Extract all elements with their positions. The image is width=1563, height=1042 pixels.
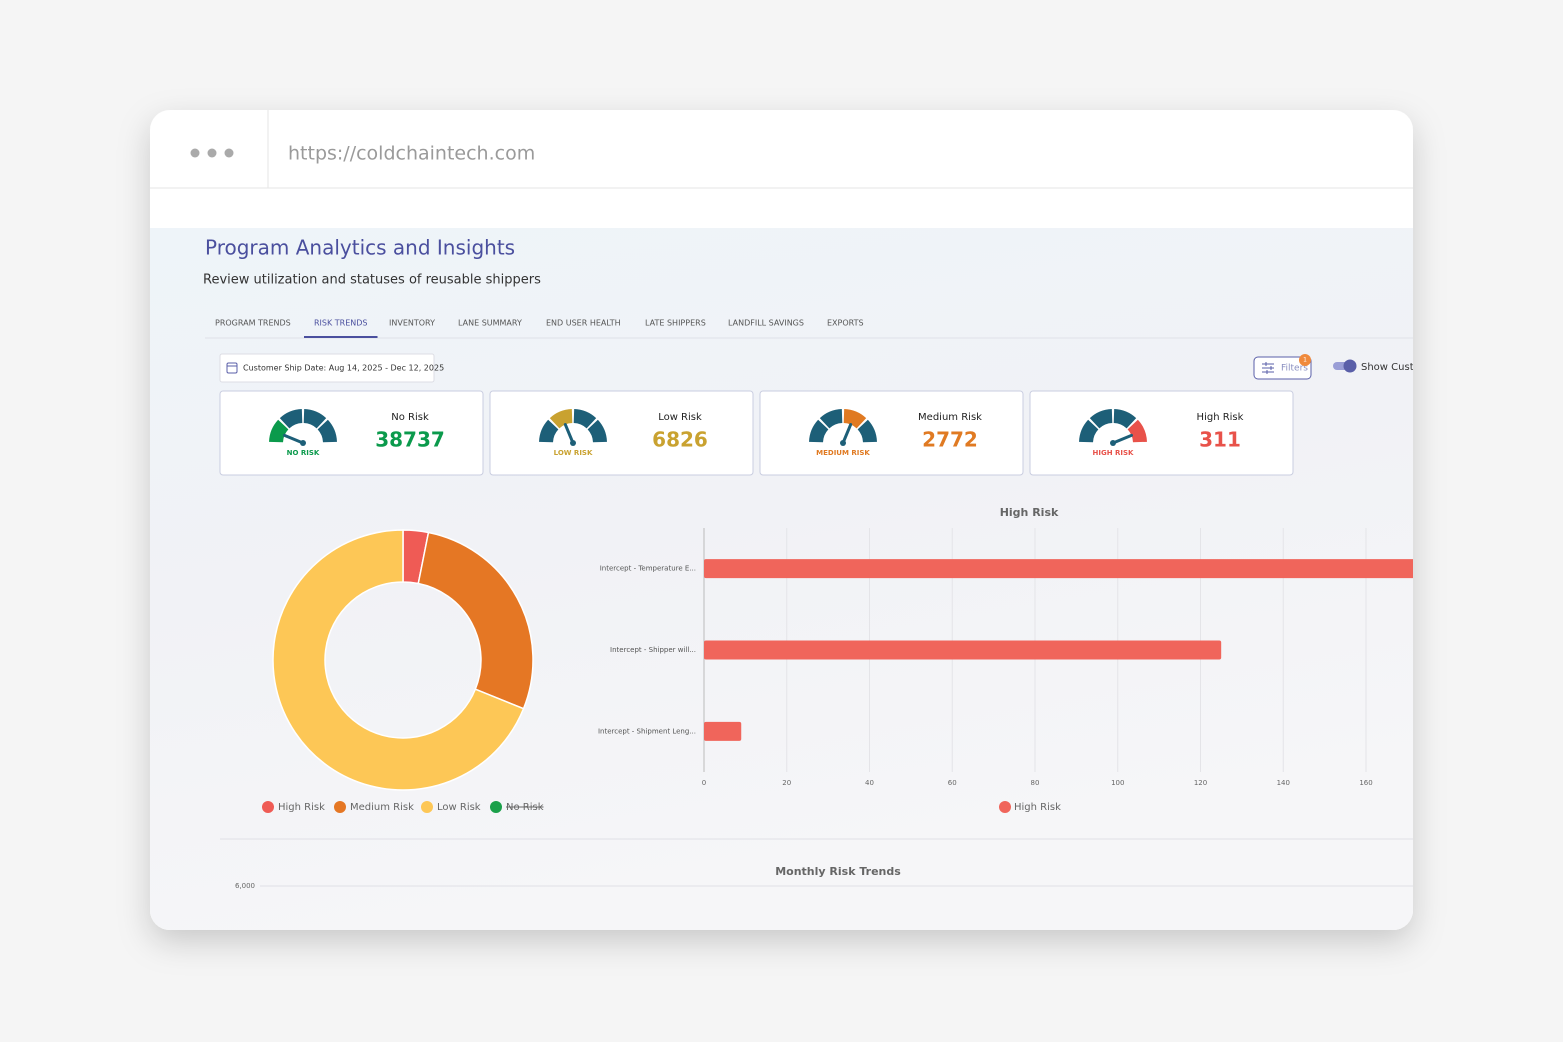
filters-button[interactable] bbox=[1253, 356, 1312, 380]
gauge-segment bbox=[843, 409, 867, 429]
gauge-label: LOW RISK bbox=[554, 449, 593, 457]
tab[interactable]: RISK TRENDS bbox=[314, 319, 368, 328]
filters-icon bbox=[1262, 362, 1274, 374]
y-tick-label: Intercept - Shipper will... bbox=[610, 646, 696, 654]
risk-card bbox=[759, 390, 1024, 476]
gauge-hub bbox=[300, 440, 306, 446]
y-tick-label: Intercept - Temperature E... bbox=[600, 565, 696, 573]
gauge-hub bbox=[840, 440, 846, 446]
legend-swatch[interactable] bbox=[262, 801, 274, 813]
x-tick-label: 40 bbox=[865, 779, 874, 787]
gauge-segment bbox=[587, 419, 607, 443]
donut-slice bbox=[417, 531, 534, 710]
gauge-needle bbox=[1111, 433, 1133, 445]
legend-swatch[interactable] bbox=[334, 801, 346, 813]
gauge-segment bbox=[1089, 409, 1113, 429]
window-dot bbox=[224, 148, 234, 158]
gauge-segment bbox=[1113, 409, 1137, 429]
x-tick-label: 160 bbox=[1359, 779, 1372, 787]
chart-title: High Risk bbox=[1000, 506, 1059, 519]
donut-slice bbox=[272, 529, 525, 791]
card-value: 311 bbox=[1199, 428, 1241, 452]
bar bbox=[704, 640, 1222, 660]
x-tick-label: 0 bbox=[702, 779, 706, 787]
y-tick-label: 6,000 bbox=[235, 882, 255, 890]
legend-swatch[interactable] bbox=[999, 801, 1011, 813]
legend-swatch[interactable] bbox=[490, 801, 502, 813]
active-tab-indicator bbox=[304, 336, 378, 338]
gauge-segment bbox=[539, 419, 559, 443]
filter-badge bbox=[1299, 354, 1311, 366]
window-dot bbox=[190, 148, 200, 158]
gauge-label: HIGH RISK bbox=[1093, 449, 1135, 457]
date-range: Customer Ship Date: Aug 14, 2025 - Dec 1… bbox=[243, 364, 444, 373]
tab[interactable]: EXPORTS bbox=[827, 319, 864, 328]
card-value: 6826 bbox=[652, 428, 708, 452]
legend-label[interactable]: Medium Risk bbox=[350, 802, 414, 813]
gauge-segment bbox=[317, 419, 337, 443]
x-tick-label: 80 bbox=[1031, 779, 1040, 787]
toggle-label: Show Custo bbox=[1361, 362, 1420, 373]
risk-card bbox=[1029, 390, 1294, 476]
legend-label[interactable]: High Risk bbox=[1014, 802, 1061, 813]
tab[interactable]: LANDFILL SAVINGS bbox=[728, 319, 804, 328]
gauge-segment bbox=[279, 409, 303, 429]
tab[interactable]: END USER HEALTH bbox=[546, 319, 621, 328]
card-value: 38737 bbox=[375, 428, 445, 452]
x-tick-label: 120 bbox=[1194, 779, 1207, 787]
x-tick-label: 60 bbox=[948, 779, 957, 787]
tab[interactable]: INVENTORY bbox=[389, 319, 435, 328]
gauge-segment bbox=[573, 409, 597, 429]
gauge-needle bbox=[563, 423, 575, 445]
window-dot bbox=[207, 148, 217, 158]
gauge-label: NO RISK bbox=[287, 449, 320, 457]
url[interactable]: https://coldchaintech.com bbox=[288, 143, 535, 165]
filters-label: Filters bbox=[1281, 364, 1308, 374]
gauge-segment bbox=[809, 419, 829, 443]
x-tick-label: 20 bbox=[782, 779, 791, 787]
gauge-needle bbox=[841, 423, 853, 445]
tab[interactable]: LATE SHIPPERS bbox=[645, 319, 706, 328]
bar bbox=[704, 559, 1413, 579]
gauge-hub bbox=[570, 440, 576, 446]
gauge-segment bbox=[269, 419, 289, 443]
gauge-needle bbox=[283, 433, 305, 445]
card-label: Medium Risk bbox=[918, 412, 982, 423]
page-subtitle: Review utilization and statuses of reusa… bbox=[203, 273, 541, 288]
filter-count: 1 bbox=[1303, 357, 1307, 364]
tab[interactable]: LANE SUMMARY bbox=[458, 319, 522, 328]
risk-card bbox=[489, 390, 754, 476]
gauge-segment bbox=[549, 409, 573, 429]
card-label: Low Risk bbox=[658, 412, 702, 423]
gauge-segment bbox=[1127, 419, 1147, 443]
calendar-icon bbox=[226, 362, 238, 374]
browser-content: https://coldchaintech.com Program Analyt… bbox=[150, 110, 1420, 930]
gauge-segment bbox=[1079, 419, 1099, 443]
gauge-label: MEDIUM RISK bbox=[816, 449, 870, 457]
tab[interactable]: PROGRAM TRENDS bbox=[215, 319, 291, 328]
card-value: 2772 bbox=[922, 428, 978, 452]
card-label: No Risk bbox=[391, 412, 429, 423]
gauge-hub bbox=[1110, 440, 1116, 446]
bar bbox=[704, 721, 742, 741]
y-tick-label: Intercept - Shipment Leng... bbox=[598, 727, 696, 735]
gauge-segment bbox=[303, 409, 327, 429]
chart-title: Monthly Risk Trends bbox=[775, 865, 901, 878]
x-tick-label: 140 bbox=[1277, 779, 1290, 787]
page-title: Program Analytics and Insights bbox=[205, 236, 515, 260]
x-tick-label: 100 bbox=[1111, 779, 1124, 787]
gauge-segment bbox=[819, 409, 843, 429]
date-filter[interactable] bbox=[219, 353, 435, 383]
legend-label[interactable]: Low Risk bbox=[437, 802, 481, 813]
gauge-segment bbox=[857, 419, 877, 443]
card-label: High Risk bbox=[1197, 412, 1244, 423]
legend-label[interactable]: High Risk bbox=[278, 802, 325, 813]
toggle-knob[interactable] bbox=[1343, 359, 1357, 373]
legend-swatch[interactable] bbox=[421, 801, 433, 813]
risk-card bbox=[219, 390, 484, 476]
